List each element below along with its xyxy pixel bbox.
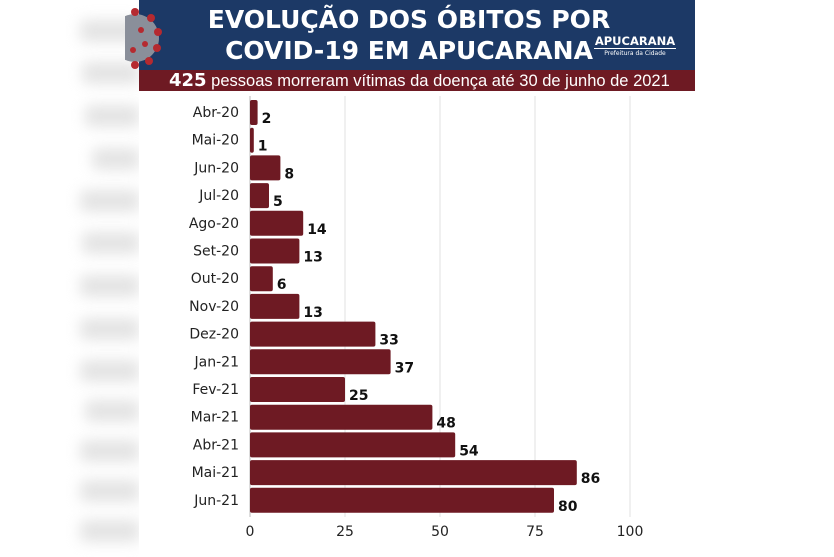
bar xyxy=(250,293,300,319)
data-label: 86 xyxy=(581,471,600,487)
y-tick-label: Set-20 xyxy=(193,244,239,260)
x-tick-label: 100 xyxy=(617,524,644,540)
data-label: 8 xyxy=(284,166,294,182)
y-tick-label: Jan-21 xyxy=(194,354,239,370)
bar xyxy=(250,183,269,209)
y-tick-label: Jun-21 xyxy=(193,493,239,509)
blurred-background xyxy=(85,105,140,127)
bar xyxy=(250,210,304,236)
bar xyxy=(250,404,433,430)
y-tick-label: Ago-20 xyxy=(189,216,239,232)
y-tick-label: Dez-20 xyxy=(189,327,239,343)
bar xyxy=(250,155,281,181)
data-label: 33 xyxy=(379,333,398,349)
bar xyxy=(250,377,345,402)
y-tick-label: Nov-20 xyxy=(189,299,239,315)
blurred-background xyxy=(80,480,140,502)
data-label: 48 xyxy=(436,416,455,432)
header: EVOLUÇÃO DOS ÓBITOS POR COVID-19 EM APUC… xyxy=(125,0,695,70)
y-tick-label: Out-20 xyxy=(191,271,239,287)
bar xyxy=(250,349,391,375)
infographic: EVOLUÇÃO DOS ÓBITOS POR COVID-19 EM APUC… xyxy=(125,0,695,557)
data-label: 13 xyxy=(303,305,322,321)
data-label: 13 xyxy=(303,250,322,266)
blurred-background xyxy=(80,190,140,212)
data-label: 1 xyxy=(258,139,268,155)
bar xyxy=(250,432,456,458)
blurred-background xyxy=(80,318,140,340)
x-tick-label: 0 xyxy=(246,524,255,540)
y-tick-label: Mar-21 xyxy=(191,410,239,426)
data-label: 6 xyxy=(277,277,287,293)
y-tick-label: Jun-20 xyxy=(193,160,239,176)
bar-chart: 0 25 50 75 100 Abr-20 2 Mai-20 1 Jun-20 8 Jul-20 5 Ag… xyxy=(189,96,644,540)
blurred-background xyxy=(82,232,140,254)
x-tick-label: 50 xyxy=(431,524,449,540)
virus-icon xyxy=(125,8,162,69)
data-label: 37 xyxy=(395,360,414,376)
bar xyxy=(250,100,258,125)
data-label: 25 xyxy=(349,388,368,404)
bar xyxy=(250,460,577,486)
y-tick-label: Jul-20 xyxy=(198,188,239,204)
y-tick-label: Abr-20 xyxy=(193,105,239,121)
blurred-background xyxy=(80,520,140,542)
blurred-background xyxy=(82,62,140,84)
y-tick-label: Abr-21 xyxy=(193,437,239,453)
bar xyxy=(250,238,300,264)
bar xyxy=(250,266,273,292)
data-label: 80 xyxy=(558,499,578,515)
subtitle: 425 pessoas morreram vítimas da doença a… xyxy=(139,70,695,91)
y-tick-label: Fev-21 xyxy=(192,382,239,398)
bar xyxy=(250,321,376,347)
data-label: 54 xyxy=(459,443,479,459)
bar xyxy=(250,127,254,153)
data-label: 2 xyxy=(262,111,272,127)
y-tick-label: Mai-20 xyxy=(192,133,239,149)
y-tick-label: Mai-21 xyxy=(192,465,239,481)
blurred-background xyxy=(85,400,140,422)
blurred-background xyxy=(92,148,140,170)
x-tick-label: 25 xyxy=(336,524,354,540)
logo: APUCARANA Prefeitura da Cidade xyxy=(594,34,676,57)
blurred-background xyxy=(80,275,140,297)
bar xyxy=(250,487,554,513)
data-label: 14 xyxy=(307,222,327,238)
data-label: 5 xyxy=(273,194,283,210)
x-tick-label: 75 xyxy=(526,524,544,540)
blurred-background xyxy=(80,440,140,462)
chart-title: EVOLUÇÃO DOS ÓBITOS POR COVID-19 EM APUC… xyxy=(207,5,611,65)
blurred-background xyxy=(80,360,140,382)
